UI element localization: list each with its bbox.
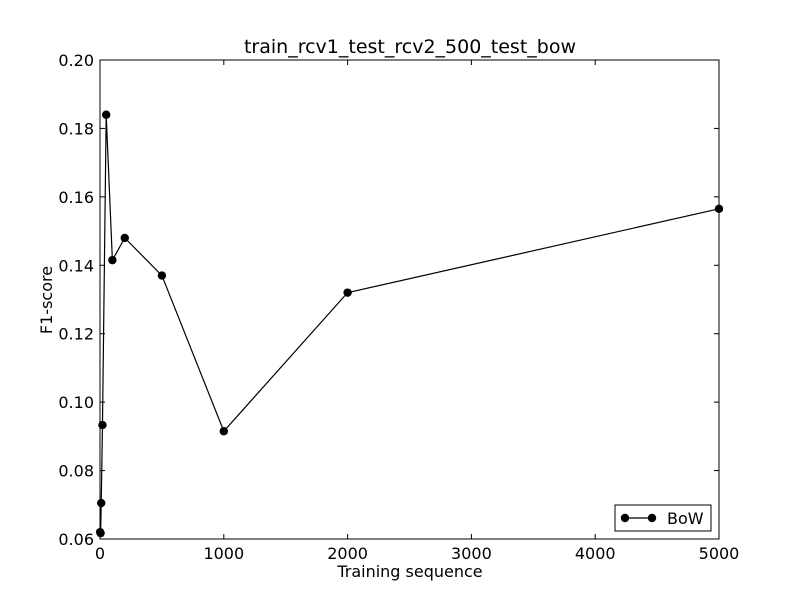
x-tick-label: 2000 (327, 544, 368, 563)
series-layer (95, 110, 724, 538)
x-tick-label: 1000 (203, 544, 244, 563)
data-point (343, 288, 352, 297)
legend-marker (647, 513, 657, 523)
data-point (97, 498, 106, 508)
legend-label: BoW (667, 509, 704, 528)
x-tick-label: 3000 (451, 544, 492, 563)
x-axis: 0 1000 2000 3000 4000 5000 (95, 60, 739, 563)
x-tick-label: 0 (95, 544, 105, 563)
y-tick-label: 0.12 (58, 325, 94, 344)
plot-area (99, 59, 720, 540)
y-axis-label: F1-score (37, 266, 56, 334)
data-point (219, 427, 228, 436)
y-tick-label: 0.20 (58, 51, 94, 70)
data-point (157, 271, 167, 280)
y-tick-label: 0.06 (58, 530, 94, 549)
data-point (714, 204, 724, 214)
data-point (108, 255, 117, 265)
legend-marker (620, 513, 630, 523)
x-axis-label: Training sequence (336, 562, 482, 581)
data-point (120, 233, 129, 243)
data-point (101, 110, 111, 119)
y-tick-label: 0.18 (58, 119, 94, 138)
y-tick-label: 0.10 (58, 393, 94, 412)
x-tick-label: 5000 (699, 544, 740, 563)
y-tick-label: 0.16 (58, 188, 94, 207)
legend: BoW (614, 504, 712, 532)
y-tick-label: 0.14 (58, 256, 94, 275)
x-tick-label: 4000 (575, 544, 616, 563)
data-point (98, 420, 107, 430)
chart-title: train_rcv1_test_rcv2_500_test_bow (244, 36, 576, 58)
y-axis: 0.06 0.08 0.10 0.12 0.14 0.16 0.18 0.20 (58, 51, 719, 549)
data-point (96, 528, 105, 538)
y-tick-label: 0.08 (58, 462, 94, 481)
